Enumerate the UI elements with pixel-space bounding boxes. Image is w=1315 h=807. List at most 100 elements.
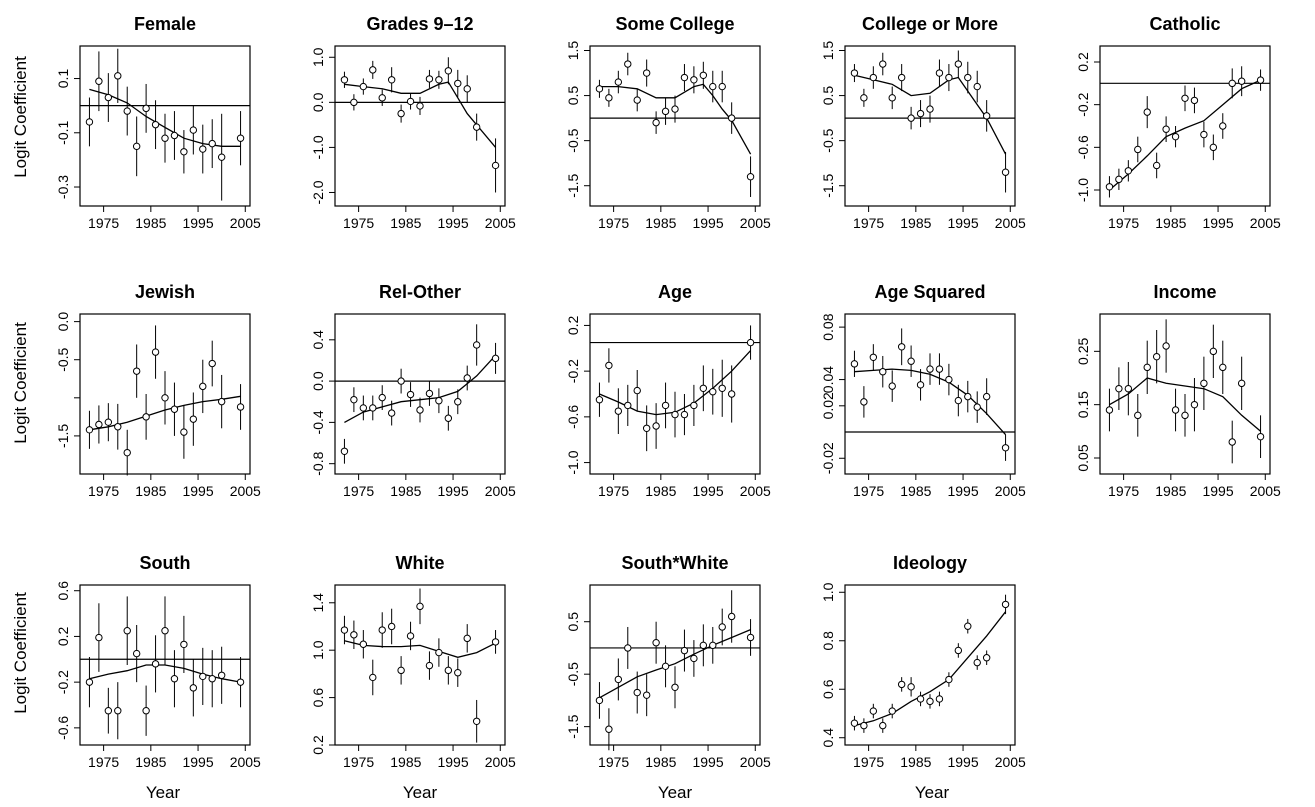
- data-point: [869, 73, 878, 82]
- y-tick-label: -0.5: [565, 128, 581, 152]
- panel-title: Some College: [615, 14, 734, 34]
- data-point: [406, 390, 415, 399]
- data-point: [850, 719, 859, 727]
- data-point: [1209, 347, 1218, 356]
- trend-line: [344, 640, 496, 658]
- data-point: [982, 654, 991, 662]
- data-point: [217, 397, 226, 406]
- y-tick-label: 0.4: [820, 728, 836, 748]
- y-tick-label: 0.0: [310, 92, 326, 112]
- panel: Rel-Other 1975 1985 1995 2005 -0.8 -0.4 0.0 0.4: [310, 282, 516, 499]
- panel: Income 1975 1985 1995 2005 0.05 0.15 0.25: [1075, 282, 1281, 499]
- x-tick-label: 1985: [900, 754, 931, 770]
- x-tick-label: 1975: [88, 754, 119, 770]
- data-point: [208, 139, 216, 148]
- data-point: [435, 76, 443, 84]
- x-tick-label: 1995: [947, 754, 978, 770]
- trend-line: [1108, 79, 1261, 191]
- y-tick-label: -0.02: [820, 442, 836, 474]
- data-point: [180, 148, 188, 156]
- data-point: [869, 353, 878, 361]
- y-tick-label: 1.0: [310, 640, 326, 660]
- data-point: [661, 401, 670, 410]
- y-tick-label: 0.5: [565, 612, 581, 632]
- data-point: [1190, 96, 1199, 105]
- data-point: [236, 403, 245, 411]
- data-point: [746, 173, 755, 181]
- data-point: [1219, 363, 1227, 372]
- data-point: [416, 406, 424, 414]
- data-point: [463, 374, 471, 382]
- data-point: [1219, 122, 1227, 130]
- data-point: [661, 107, 670, 116]
- data-point: [605, 94, 613, 102]
- data-point: [199, 145, 207, 153]
- data-point: [217, 671, 226, 679]
- x-tick-label: 1995: [437, 754, 468, 770]
- data-point: [95, 633, 103, 642]
- data-point: [1200, 379, 1208, 388]
- data-point: [104, 707, 113, 715]
- y-tick-label: -0.4: [310, 410, 326, 434]
- y-tick-label: 0.04: [820, 366, 836, 393]
- data-point: [1237, 77, 1246, 85]
- y-tick-label: -0.5: [55, 347, 71, 371]
- data-point: [85, 678, 94, 686]
- data-point: [454, 79, 462, 88]
- panel: Ideology 1975 1985 1995 2005 0.4 0.6 0.8 1.0: [820, 553, 1026, 770]
- data-point: [132, 649, 141, 658]
- y-tick-label: 1.0: [820, 582, 836, 602]
- data-point: [208, 675, 216, 683]
- data-point: [123, 107, 131, 115]
- y-tick-label: -0.6: [55, 716, 71, 740]
- data-point: [860, 94, 868, 102]
- y-tick-label: -1.0: [1075, 178, 1091, 202]
- panel: South 1975 1985 1995 2005 -0.6 -0.2 0.2 0.6: [55, 553, 261, 770]
- data-point: [1190, 400, 1199, 409]
- data-point: [652, 639, 660, 647]
- data-point: [350, 631, 358, 639]
- data-point: [973, 658, 981, 667]
- data-point: [879, 60, 887, 68]
- data-point: [85, 426, 94, 434]
- data-point: [114, 423, 122, 431]
- data-point: [378, 393, 386, 402]
- data-point: [170, 405, 179, 413]
- data-point: [1209, 143, 1218, 152]
- data-point: [151, 348, 160, 356]
- data-point: [425, 389, 434, 398]
- data-point: [397, 377, 405, 385]
- y-tick-label: -1.0: [310, 135, 326, 159]
- data-point: [860, 398, 868, 406]
- data-point: [671, 683, 679, 691]
- data-point: [95, 420, 103, 429]
- data-point: [180, 428, 188, 436]
- data-point: [633, 96, 641, 104]
- data-point: [973, 82, 981, 91]
- data-point: [1256, 432, 1265, 441]
- y-tick-label: -1.0: [565, 450, 581, 474]
- data-point: [435, 648, 443, 657]
- data-point: [954, 396, 963, 405]
- trend-line: [344, 81, 497, 148]
- data-point: [727, 114, 736, 122]
- data-point: [340, 626, 349, 634]
- data-point: [472, 717, 481, 725]
- data-point: [1237, 379, 1246, 388]
- panel-frame: [334, 45, 506, 207]
- data-point: [340, 76, 349, 84]
- data-point: [680, 646, 689, 655]
- data-point: [142, 707, 150, 715]
- trend-line: [599, 83, 752, 155]
- data-point: [595, 696, 604, 705]
- data-point: [595, 396, 604, 404]
- x-tick-label: 1985: [390, 754, 421, 770]
- y-tick-label: 0.2: [55, 626, 71, 646]
- data-point: [123, 627, 131, 635]
- y-axis-title-row-1: Logit Coefficient: [11, 56, 30, 178]
- data-point: [236, 678, 245, 686]
- panel-title: South: [140, 553, 191, 573]
- data-point: [189, 126, 198, 134]
- x-tick-label: 2005: [485, 215, 516, 231]
- x-tick-label: 1975: [88, 215, 119, 231]
